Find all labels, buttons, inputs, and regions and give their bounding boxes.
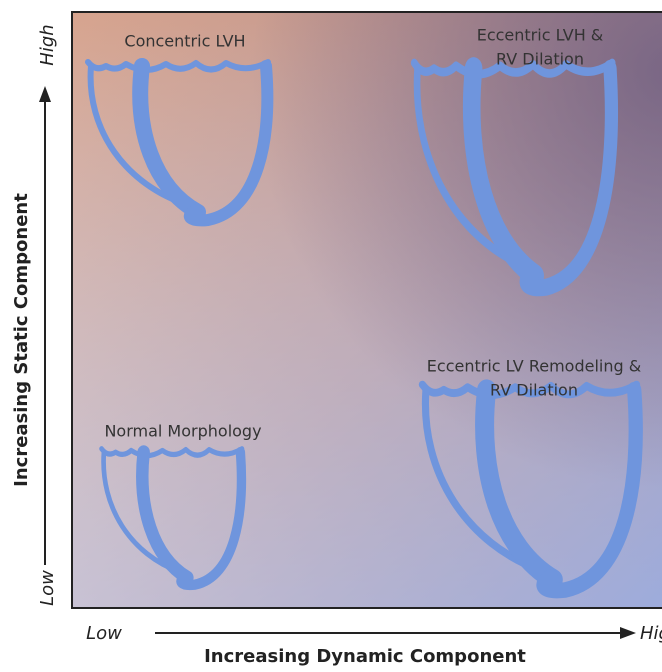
plot-area (72, 12, 662, 608)
y-low: Low (37, 570, 58, 606)
x-low: Low (86, 623, 122, 644)
x-axis-title: Increasing Dynamic Component (204, 646, 526, 667)
quadrant-label: Eccentric LVH & (477, 26, 604, 45)
quadrant-label: Eccentric LV Remodeling & (427, 357, 641, 376)
y-axis-arrowhead (39, 86, 51, 102)
quadrant-label: RV Dilation (490, 381, 578, 400)
quadrant-label: Normal Morphology (104, 422, 261, 441)
quadrant-label: RV Dilation (496, 50, 584, 69)
x-high: High (640, 623, 662, 644)
quadrant-label: Concentric LVH (124, 32, 245, 51)
x-axis-arrowhead (620, 627, 636, 639)
y-high: High (37, 24, 58, 65)
y-axis-title: Increasing Static Component (11, 193, 32, 487)
diagram: Concentric LVH Eccentric LVH & RV Dilati… (0, 0, 662, 668)
